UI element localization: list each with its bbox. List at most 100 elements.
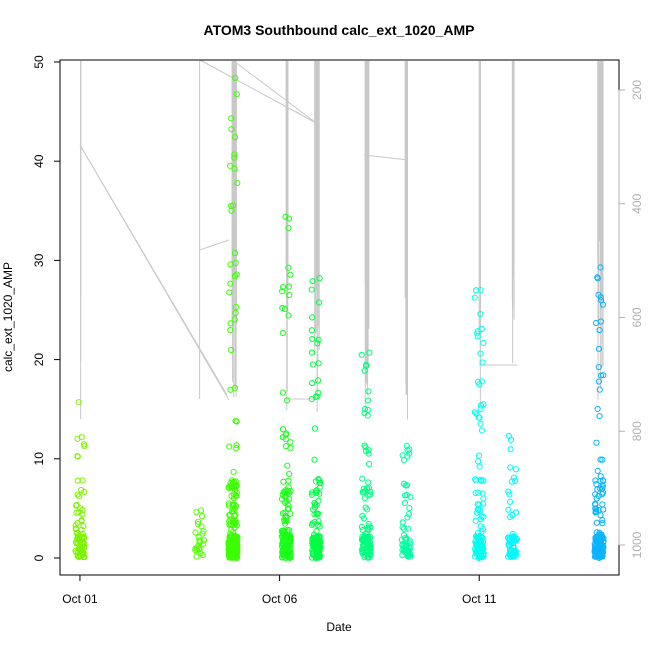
data-point <box>279 288 286 295</box>
data-point <box>404 514 411 521</box>
data-point <box>230 554 237 561</box>
data-point <box>286 470 293 477</box>
data-point <box>227 202 235 210</box>
data-point <box>308 396 315 403</box>
data-point <box>285 264 292 271</box>
data-point <box>287 439 294 446</box>
data-point <box>478 477 485 485</box>
x-axis: Oct 01 Oct 06 Oct 11 <box>62 574 497 606</box>
data-point <box>287 532 294 539</box>
data-point <box>230 468 237 475</box>
data-point <box>314 340 321 347</box>
y2-tick-label: 200 <box>630 80 644 100</box>
data-point <box>234 179 241 187</box>
transit-line <box>79 144 228 396</box>
data-point <box>399 452 406 459</box>
data-point <box>229 501 236 508</box>
data-point <box>284 554 291 561</box>
data-point <box>480 495 487 502</box>
data-point <box>285 215 293 222</box>
data-point <box>598 531 605 538</box>
data-point <box>226 518 233 525</box>
data-point <box>400 525 408 533</box>
y-tick-label: 20 <box>32 353 46 367</box>
data-point <box>232 309 239 317</box>
data-point <box>308 379 316 387</box>
data-point <box>594 405 601 413</box>
data-point <box>230 528 237 536</box>
data-point <box>193 509 200 516</box>
data-point <box>506 491 513 498</box>
data-point <box>232 482 239 489</box>
y2-tick-label: 1000 <box>630 531 644 558</box>
data-point <box>310 534 317 541</box>
data-point <box>228 346 235 354</box>
data-point <box>402 543 409 550</box>
data-point <box>600 543 607 550</box>
y-tick-label: 10 <box>32 452 46 466</box>
data-point <box>72 522 79 529</box>
data-point <box>407 553 414 560</box>
data-point <box>227 554 234 561</box>
data-point <box>506 498 514 505</box>
transit-line <box>199 59 317 124</box>
data-point <box>401 499 409 507</box>
data-point <box>510 544 517 551</box>
data-points <box>72 74 607 562</box>
data-point <box>406 450 413 457</box>
data-point <box>228 115 235 122</box>
data-point <box>507 446 514 453</box>
data-point <box>477 405 484 412</box>
data-point <box>472 517 479 524</box>
data-point <box>478 549 485 556</box>
data-point <box>593 495 600 502</box>
data-point <box>73 502 80 509</box>
data-point <box>474 506 481 513</box>
data-point <box>510 474 518 481</box>
data-point <box>361 405 369 413</box>
data-point <box>231 151 238 158</box>
data-point <box>279 491 286 498</box>
data-point <box>232 74 239 81</box>
data-point <box>402 482 409 489</box>
data-point <box>81 488 88 495</box>
data-point <box>287 510 294 517</box>
data-point <box>505 488 512 495</box>
data-point <box>478 427 486 434</box>
data-point <box>78 517 85 524</box>
data-point <box>315 360 322 367</box>
data-point <box>285 477 292 484</box>
data-point <box>196 537 203 544</box>
data-point <box>365 388 372 395</box>
x-axis-label: Date <box>326 620 352 634</box>
data-point <box>508 538 515 545</box>
data-point <box>363 361 370 368</box>
data-point <box>478 513 485 520</box>
data-point <box>315 497 322 504</box>
data-point <box>597 456 604 463</box>
data-point <box>197 550 204 557</box>
data-point <box>233 271 240 278</box>
data-point <box>314 540 321 547</box>
data-point <box>227 326 234 334</box>
data-point <box>314 521 321 529</box>
data-point <box>308 491 316 498</box>
data-point <box>479 490 486 497</box>
data-point <box>233 442 240 449</box>
data-point <box>367 524 374 531</box>
data-point <box>315 548 322 555</box>
data-point <box>406 537 413 544</box>
data-point <box>399 519 406 526</box>
data-point <box>472 489 479 497</box>
y-tick-label: 30 <box>32 253 46 267</box>
data-point <box>400 480 408 487</box>
data-point <box>232 303 240 311</box>
y-axis-label: calc_ext_1020_AMP <box>1 262 15 372</box>
data-point <box>591 553 599 560</box>
data-point <box>287 445 294 452</box>
data-point <box>363 506 371 513</box>
data-point <box>79 534 86 541</box>
depth-series <box>79 59 604 420</box>
data-point <box>509 511 516 519</box>
transit-line <box>199 239 230 251</box>
